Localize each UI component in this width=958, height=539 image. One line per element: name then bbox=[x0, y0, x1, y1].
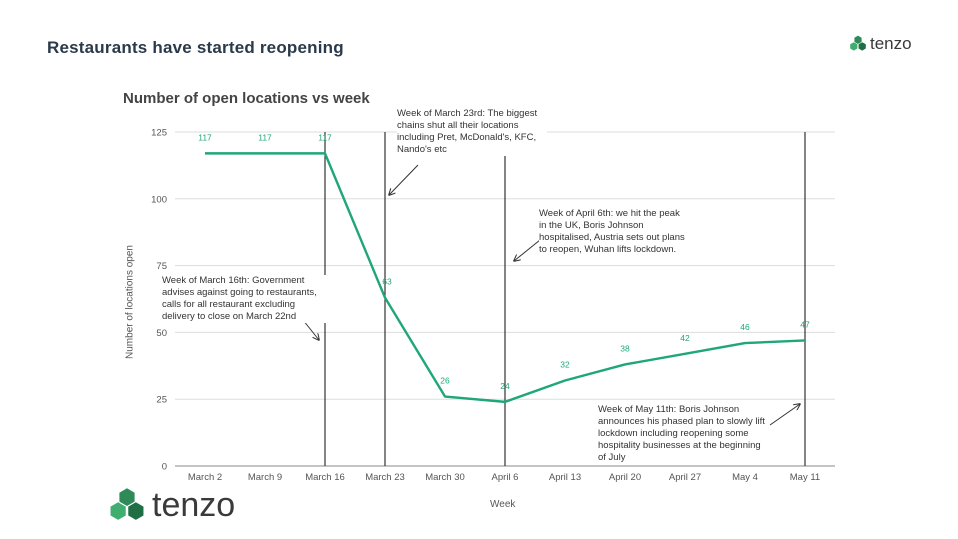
x-tick-label: April 6 bbox=[492, 472, 519, 483]
annotation-may-11: Week of May 11th: Boris Johnson announce… bbox=[598, 404, 768, 464]
y-tick-label: 100 bbox=[151, 194, 167, 205]
data-label: 117 bbox=[318, 132, 332, 142]
data-label: 38 bbox=[620, 343, 630, 353]
x-tick-label: May 4 bbox=[732, 472, 758, 483]
data-label: 117 bbox=[258, 132, 272, 142]
x-tick-label: April 13 bbox=[549, 472, 581, 483]
x-tick-label: May 11 bbox=[790, 472, 820, 483]
data-label: 24 bbox=[500, 381, 510, 391]
x-axis-label: Week bbox=[490, 499, 516, 510]
data-label: 63 bbox=[382, 277, 392, 287]
x-tick-label: March 2 bbox=[188, 472, 222, 483]
annotation-arrow bbox=[514, 239, 541, 261]
brand-name-large: tenzo bbox=[152, 486, 236, 524]
y-tick-label: 0 bbox=[162, 462, 167, 473]
y-tick-label: 75 bbox=[156, 261, 167, 272]
annotation-march-16: Week of March 16th: Government advises a… bbox=[162, 275, 330, 323]
annotation-arrow bbox=[302, 319, 319, 340]
annotation-arrow bbox=[389, 164, 419, 195]
brand-logo-small: tenzo bbox=[849, 34, 912, 54]
y-tick-label: 25 bbox=[156, 395, 167, 406]
x-tick-label: April 27 bbox=[669, 472, 701, 483]
data-label: 42 bbox=[680, 333, 690, 343]
x-tick-label: March 23 bbox=[365, 472, 405, 483]
brand-name-small: tenzo bbox=[870, 34, 912, 53]
data-label: 26 bbox=[440, 376, 450, 386]
y-tick-label: 125 bbox=[151, 128, 167, 139]
x-tick-label: March 30 bbox=[425, 472, 465, 483]
data-label: 32 bbox=[560, 359, 570, 369]
brand-logo-large: tenzo bbox=[108, 486, 235, 525]
x-tick-label: April 20 bbox=[609, 472, 641, 483]
slide-title: Restaurants have started reopening bbox=[47, 38, 344, 57]
data-label: 47 bbox=[800, 319, 810, 329]
tenzo-logo-icon bbox=[110, 487, 144, 520]
tenzo-logo-icon bbox=[850, 35, 866, 51]
data-label: 46 bbox=[740, 322, 750, 332]
annotation-arrow bbox=[769, 404, 800, 426]
series-line bbox=[205, 152, 806, 404]
x-tick-label: March 16 bbox=[305, 472, 345, 483]
annotation-april-6: Week of April 6th: we hit the peak in th… bbox=[539, 208, 687, 256]
data-label: 117 bbox=[198, 132, 212, 142]
annotation-march-23: Week of March 23rd: The biggest chains s… bbox=[397, 108, 547, 156]
x-tick-label: March 9 bbox=[248, 472, 282, 483]
y-tick-label: 50 bbox=[156, 328, 167, 339]
chart-title: Number of open locations vs week bbox=[123, 90, 370, 107]
